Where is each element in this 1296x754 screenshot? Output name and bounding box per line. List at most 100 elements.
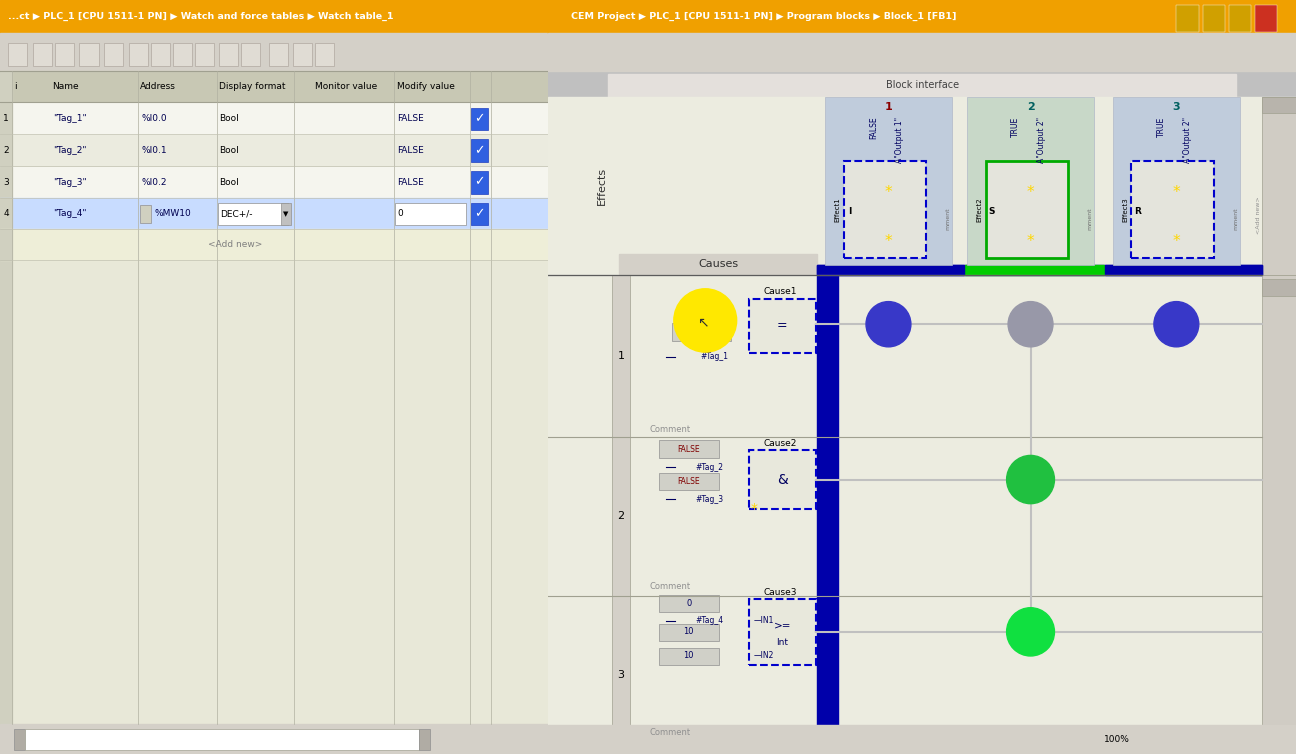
Text: ✓: ✓ [474,144,485,157]
Text: Cause3: Cause3 [763,588,797,597]
Text: FALSE: FALSE [691,327,713,336]
Text: N: N [1173,319,1181,329]
Text: *: * [750,502,757,516]
Bar [658,648,719,665]
Bar [658,624,719,641]
Bar [548,97,1296,754]
Text: "Tag_1": "Tag_1" [53,115,87,123]
Bar [0,135,12,166]
Text: FALSE: FALSE [870,117,877,139]
Text: 2: 2 [618,511,625,522]
Bar [219,43,238,66]
Text: Bool: Bool [219,178,238,186]
Bar [658,595,719,612]
Text: —IN2: —IN2 [754,651,774,661]
Text: Comment: Comment [649,728,691,737]
Text: *: * [1026,234,1034,249]
FancyBboxPatch shape [1131,161,1214,258]
Text: R: R [1134,207,1140,216]
Text: DEC+/-: DEC+/- [220,210,253,218]
Text: ↖: ↖ [697,315,709,329]
Bar [1262,737,1296,754]
Circle shape [1008,302,1052,347]
Bar [818,275,839,754]
Bar [0,103,548,134]
Bar [0,198,12,229]
Bar [0,71,548,724]
Bar [612,596,630,754]
Bar [658,473,719,490]
Text: Comment: Comment [649,425,691,434]
FancyBboxPatch shape [749,599,816,665]
Bar [218,203,288,225]
Circle shape [1007,608,1055,656]
Text: %MW10: %MW10 [154,210,191,218]
Bar [612,275,630,437]
Text: FALSE: FALSE [398,146,424,155]
Text: Int: Int [776,638,788,647]
Text: Address: Address [140,82,176,91]
Bar [0,198,548,229]
Bar [32,43,52,66]
Text: 1: 1 [3,115,9,123]
Text: ✓: ✓ [474,112,485,125]
Bar [966,265,1104,275]
Bar [967,97,1094,265]
Bar [0,229,548,260]
Text: mment: mment [1234,207,1239,230]
Text: TRUE: TRUE [1157,117,1166,137]
Text: mment: mment [946,207,951,230]
Bar [1255,5,1278,32]
Bar [0,72,12,724]
Bar [1262,275,1296,754]
Bar [0,71,548,102]
Bar [241,43,260,66]
Text: 1: 1 [885,102,893,112]
Text: Effect2: Effect2 [977,198,982,222]
Text: FALSE: FALSE [678,477,700,486]
Bar [1262,97,1296,275]
Text: *: * [885,185,892,200]
Bar [8,43,27,66]
Text: %I0.2: %I0.2 [141,178,167,186]
Bar [1113,97,1240,265]
Text: ...ct ▶ PLC_1 [CPU 1511-1 PN] ▶ Watch and force tables ▶ Watch table_1: ...ct ▶ PLC_1 [CPU 1511-1 PN] ▶ Watch an… [8,12,394,21]
Bar [128,43,148,66]
FancyBboxPatch shape [986,161,1068,258]
Bar [79,43,98,66]
Text: 2S: 2S [1024,475,1037,484]
Text: i: i [14,82,17,91]
Text: =: = [778,319,788,333]
Bar [548,0,1296,33]
Bar [1229,5,1251,32]
Bar [140,205,152,223]
Bar [472,108,487,130]
FancyBboxPatch shape [749,299,816,353]
Text: &: & [776,473,788,486]
FancyBboxPatch shape [749,450,816,509]
Text: "Tag_4": "Tag_4" [53,210,87,218]
Bar [0,229,12,260]
Text: R: R [1026,319,1034,329]
Text: A"Output 2": A"Output 2" [1037,117,1046,163]
Text: Modify value: Modify value [398,82,455,91]
Bar [1262,279,1296,296]
Bar [612,437,630,596]
Text: Block interface: Block interface [885,80,959,90]
Text: ▼: ▼ [284,211,289,216]
Text: mment: mment [1087,207,1093,230]
Bar [0,167,548,198]
Text: 2: 2 [1026,102,1034,112]
Text: A"Output 2": A"Output 2" [1183,117,1192,163]
Circle shape [1153,302,1199,347]
Text: Effect1: Effect1 [835,198,841,222]
Bar [395,203,467,225]
Bar [14,729,25,750]
Text: #Tag_3: #Tag_3 [695,495,723,504]
Text: ✓: ✓ [474,176,485,188]
Bar [619,254,818,274]
Text: 10: 10 [683,627,695,636]
Text: #Tag_2: #Tag_2 [695,463,723,472]
Text: CEM Project ▶ PLC_1 [CPU 1511-1 PN] ▶ Program blocks ▶ Block_1 [FB1]: CEM Project ▶ PLC_1 [CPU 1511-1 PN] ▶ Pr… [570,12,956,21]
Text: %I0.0: %I0.0 [141,115,167,123]
